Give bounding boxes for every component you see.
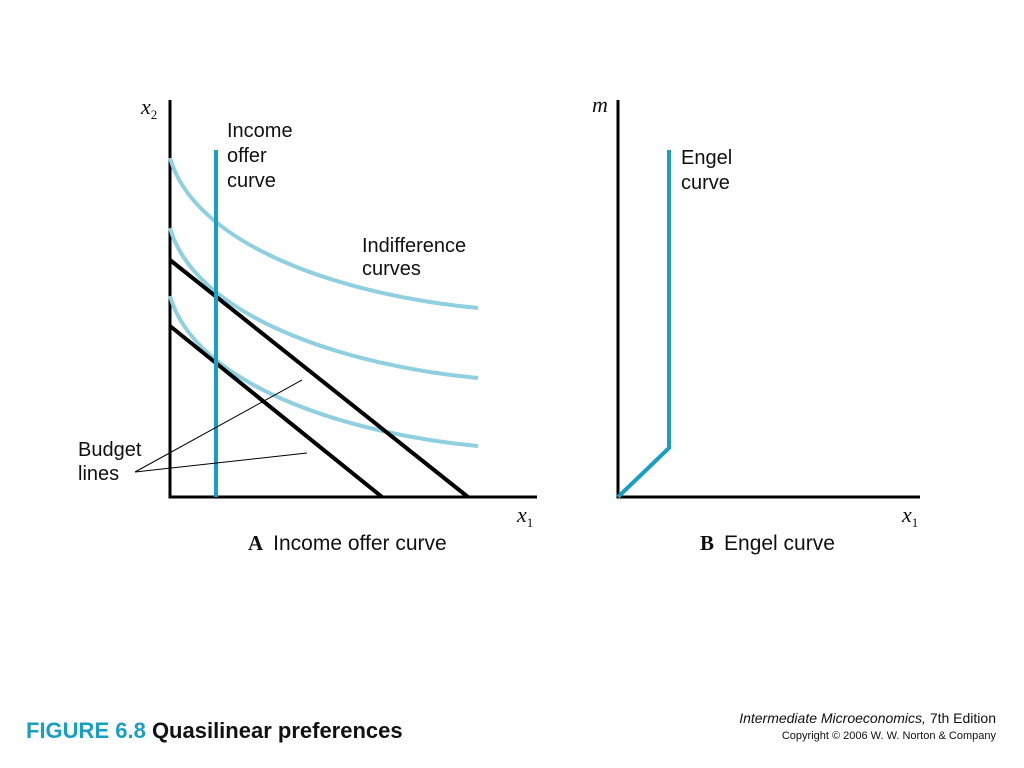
panel-b-title: B Engel curve xyxy=(700,531,835,555)
figure-caption: FIGURE 6.8 Quasilinear preferences xyxy=(26,718,403,744)
indifference-curve-mid xyxy=(168,227,479,380)
panel-a: x2 x1 Income offer curve Indifference cu… xyxy=(78,94,537,555)
copyright-notice: Copyright © 2006 W. W. Norton & Company xyxy=(781,730,996,742)
budget-pointer-upper xyxy=(134,379,303,473)
book-edition: 7th Edition xyxy=(929,710,996,726)
engel-curve-label: Engel curve xyxy=(681,147,738,194)
offer-curve-label: Income offer curve xyxy=(227,120,298,192)
panel-a-title: A Income offer curve xyxy=(248,531,447,555)
book-title: Intermediate Microeconomics, xyxy=(739,710,926,726)
budget-pointer-lower xyxy=(134,452,308,473)
budget-line-inner xyxy=(168,324,384,499)
budget-lines-label: Budget lines xyxy=(78,439,147,485)
budget-line-outer xyxy=(168,258,470,499)
book-credit: Intermediate Microeconomics, 7th Edition… xyxy=(739,710,996,742)
panel-a-y-axis-label: x2 xyxy=(140,94,157,122)
panel-b-x-axis-label: x1 xyxy=(901,502,918,530)
figure-title: Quasilinear preferences xyxy=(151,718,403,743)
engel-curve xyxy=(616,150,671,499)
indifference-curves-label: Indifference curves xyxy=(362,235,472,280)
panel-b-axes xyxy=(616,100,920,499)
figure-number: FIGURE 6.8 xyxy=(26,718,146,743)
indifference-curve-high xyxy=(168,157,479,310)
panel-b-y-axis-label: m xyxy=(592,92,608,117)
panel-a-x-axis-label: x1 xyxy=(516,502,533,530)
indifference-curve-low xyxy=(168,295,479,448)
panel-b: m x1 Engel curve B Engel curve xyxy=(592,92,920,555)
